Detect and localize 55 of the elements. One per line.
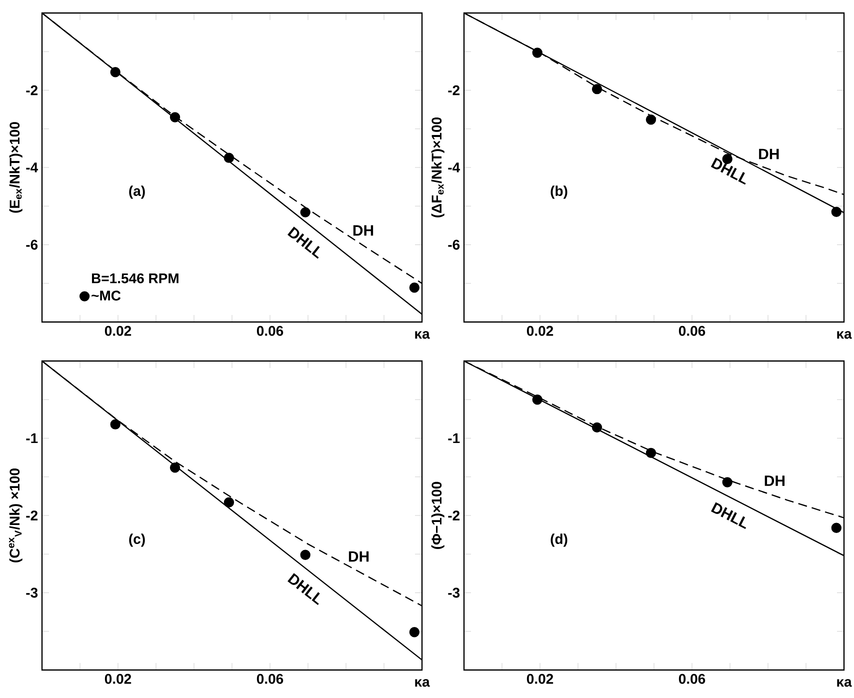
point (646, 448, 656, 458)
point (170, 112, 180, 122)
point (409, 282, 420, 293)
y-tick-label: -4 (448, 162, 460, 172)
x-axis-title: κa (415, 679, 430, 687)
y-tick-label: -1 (26, 433, 38, 444)
x-tick-label: 0.06 (678, 326, 706, 336)
y-tick-label: -3 (448, 588, 460, 598)
y-tick-label: -6 (26, 240, 38, 250)
point (300, 550, 310, 560)
y-tick-label: -3 (26, 588, 38, 598)
series-label: DH (759, 148, 779, 160)
point (409, 627, 420, 638)
y-tick-label: -2 (26, 85, 38, 96)
y-tick-label: -6 (448, 240, 460, 250)
annotation: (a) (129, 186, 145, 199)
point (592, 422, 602, 433)
x-tick-label: 0.06 (256, 674, 284, 684)
point (170, 462, 180, 473)
annotation: (c) (129, 534, 145, 547)
y-tick-label: -2 (26, 510, 38, 520)
x-tick-label: 0.02 (526, 326, 554, 336)
point (532, 394, 542, 405)
x-tick-label: 0.06 (678, 674, 706, 684)
point (110, 66, 120, 78)
point (592, 84, 602, 94)
y-tick-label: -1 (448, 433, 460, 444)
legend-title: B=1.546 RPM (92, 273, 178, 284)
y-tick-label: -2 (448, 85, 460, 96)
point (646, 114, 656, 125)
point (110, 419, 120, 430)
x-axis-title: κa (415, 331, 430, 339)
x-axis-title: κa (837, 679, 852, 687)
y-tick-label: -4 (26, 162, 38, 172)
series-label: DH (353, 225, 374, 236)
point (722, 477, 732, 488)
annotation: (d) (550, 534, 568, 547)
point (300, 207, 310, 218)
y-axis-title: (Φ−1)×100 (431, 482, 444, 549)
annotation: (b) (550, 186, 568, 199)
x-axis-title: κa (837, 331, 852, 339)
x-tick-label: 0.06 (256, 326, 284, 336)
x-tick-label: 0.02 (526, 674, 554, 684)
x-tick-label: 0.02 (104, 326, 132, 336)
y-axis-title: (C$^{ex}$$_{V}$/Nk) ×100 (8, 468, 22, 562)
y-tick-label: -2 (448, 510, 460, 520)
point (224, 152, 234, 163)
y-axis-title: (ΔF$_{ex}$/NkT)×100 (431, 117, 444, 218)
x-tick-label: 0.02 (104, 674, 132, 684)
point (532, 48, 542, 58)
point (224, 497, 234, 508)
y-axis-title: (E$_{ex}$/NkT)×100 (9, 122, 22, 213)
series-label: DH (764, 476, 785, 486)
series-label: DH (348, 551, 369, 562)
legend-label: ~MC (92, 290, 121, 301)
